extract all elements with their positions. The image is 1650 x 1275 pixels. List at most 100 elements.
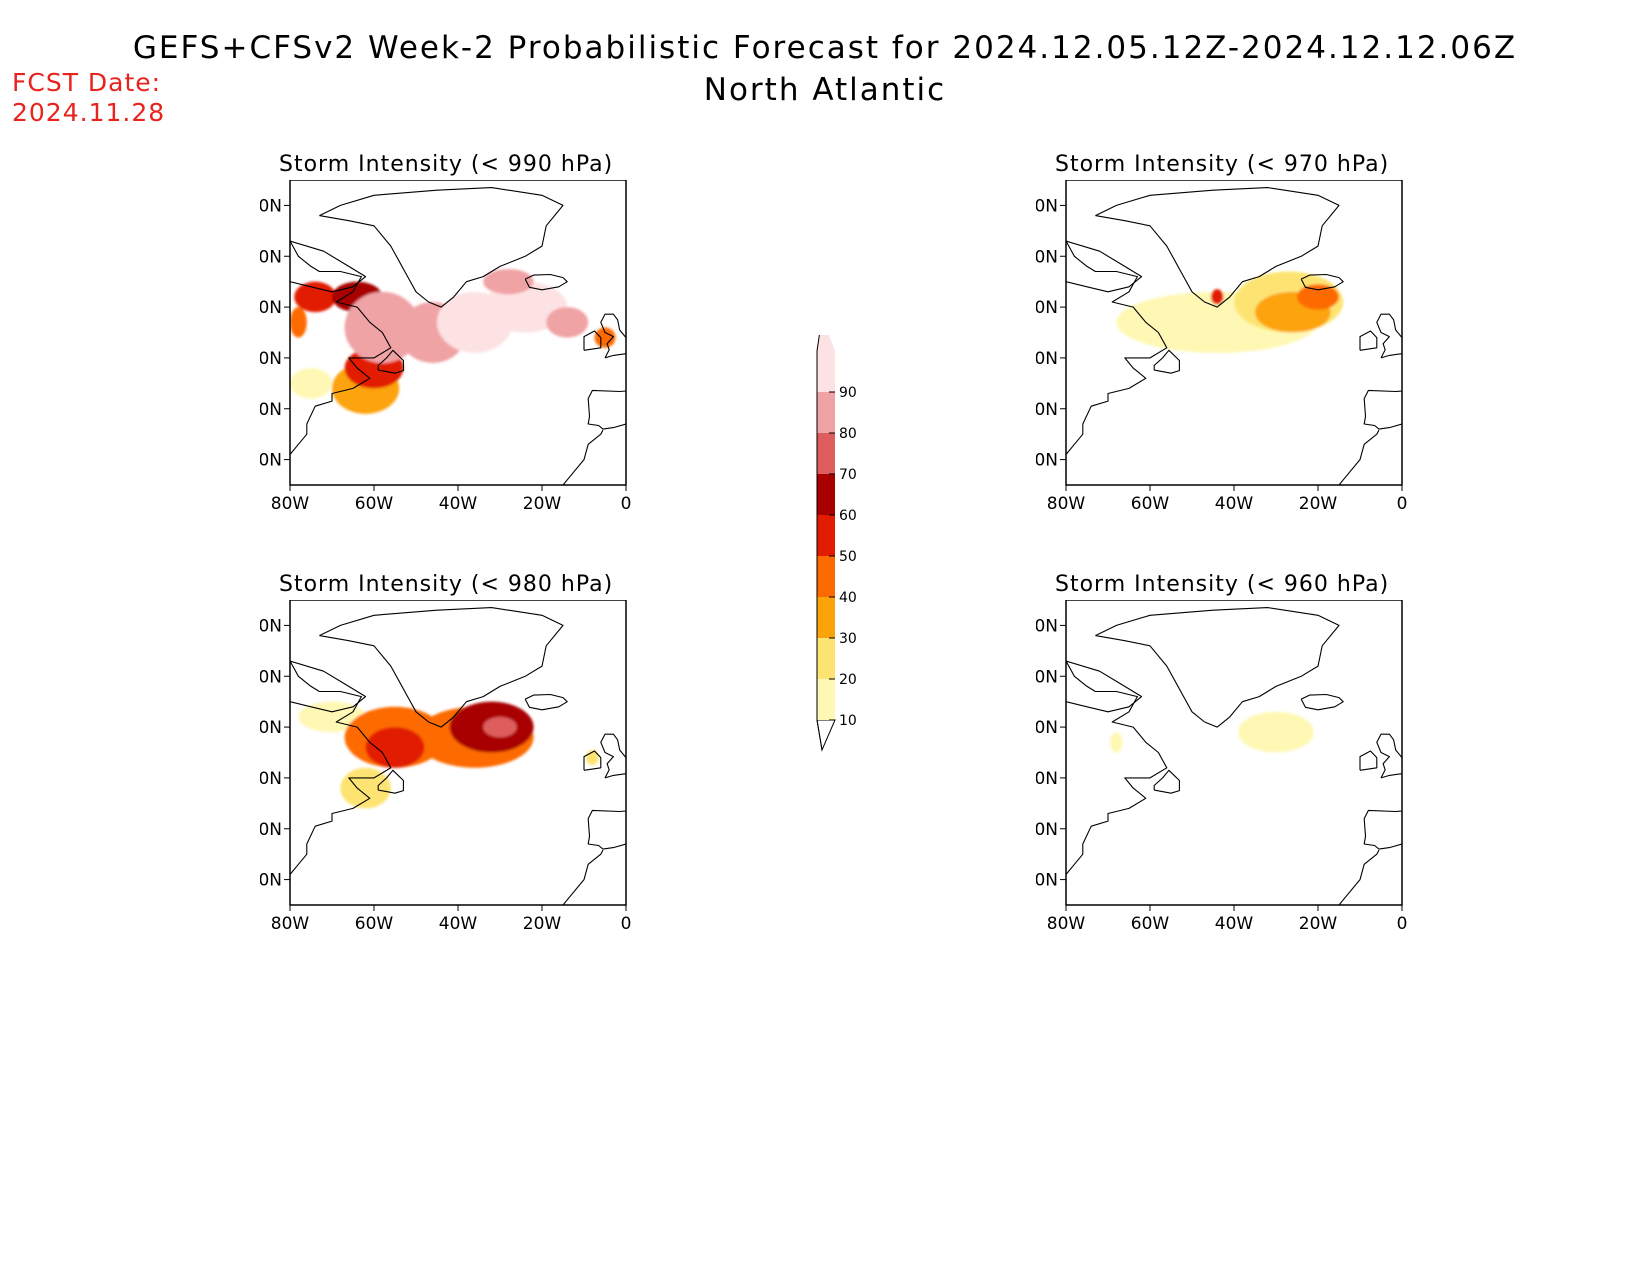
coastline-8 <box>1338 849 1380 905</box>
coastline-1 <box>1300 693 1344 711</box>
probability-area-p990-6 <box>344 291 421 363</box>
panel-title-960: Storm Intensity (< 960 hPa) <box>1055 572 1390 597</box>
lat-tick-label: 70N <box>260 247 282 267</box>
coastline-5 <box>1376 733 1402 779</box>
colorbar-box <box>817 638 835 679</box>
coastline-3 <box>290 240 367 293</box>
figure-title: GEFS+CFSv2 Week-2 Probabilistic Forecast… <box>0 30 1650 108</box>
colorbar-tick-label: 10 <box>839 713 857 729</box>
map-panel-980: 80N 70N 60N 50N 40N 30N 80W 60W 40W 20W 0 <box>260 600 632 934</box>
probability-area-p960-1 <box>1110 732 1123 753</box>
lon-tick-label: 60W <box>1131 494 1170 514</box>
coastline-7 <box>587 389 626 430</box>
coastline-3 <box>290 660 367 713</box>
coastline-7 <box>1363 389 1402 430</box>
lat-tick-label: 50N <box>260 769 282 789</box>
panel-title-990: Storm Intensity (< 990 hPa) <box>279 152 614 177</box>
lat-tick-label: 40N <box>1036 400 1058 420</box>
coastline-5 <box>1376 313 1402 359</box>
coastline-2 <box>290 660 392 875</box>
colorbar-tick-label: 60 <box>839 508 857 524</box>
title-line-1: GEFS+CFSv2 Week-2 Probabilistic Forecast… <box>132 30 1518 66</box>
lat-tick-label: 70N <box>260 667 282 687</box>
lat-tick-label: 50N <box>260 349 282 369</box>
forecast-date-label: FCST Date: <box>12 68 162 97</box>
probability-area-p970-3 <box>1297 284 1339 310</box>
coastline-1 <box>524 693 568 711</box>
lon-tick-label: 60W <box>1131 914 1170 934</box>
coastline-3 <box>1066 240 1143 293</box>
forecast-date-block: FCST Date: 2024.11.28 <box>12 68 165 128</box>
coastline-2 <box>1066 240 1168 455</box>
lat-tick-label: 80N <box>1036 196 1058 216</box>
lat-tick-label: 60N <box>260 298 282 318</box>
probability-colorbar: 10 20 30 40 50 60 70 80 90 <box>816 335 857 752</box>
lon-tick-label: 80W <box>1047 914 1086 934</box>
probability-area-p990-0 <box>290 368 332 399</box>
lon-tick-label: 80W <box>1047 494 1086 514</box>
lat-tick-label: 40N <box>260 400 282 420</box>
panel-title-980: Storm Intensity (< 980 hPa) <box>279 572 614 597</box>
lat-tick-label: 30N <box>1036 451 1058 471</box>
lon-tick-label: 0 <box>621 494 632 514</box>
lon-tick-label: 20W <box>1299 494 1338 514</box>
lon-tick-label: 40W <box>1215 494 1254 514</box>
colorbar-box <box>817 351 835 392</box>
lon-tick-label: 60W <box>355 914 394 934</box>
colorbar-tick-label: 40 <box>839 590 857 606</box>
probability-area-p990-4 <box>290 307 307 338</box>
probability-area-p990-12 <box>594 327 616 348</box>
title-line-2: North Atlantic <box>703 72 947 108</box>
lat-tick-label: 50N <box>1036 349 1058 369</box>
lon-tick-label: 0 <box>621 914 632 934</box>
map-panel-960: 80N 70N 60N 50N 40N 30N 80W 60W 40W 20W 0 <box>1036 600 1408 934</box>
lat-tick-label: 70N <box>1036 247 1058 267</box>
coastline-7 <box>1363 809 1402 850</box>
coastline-4 <box>1153 769 1180 794</box>
lat-tick-label: 60N <box>1036 718 1058 738</box>
colorbar-box <box>817 556 835 597</box>
lat-tick-label: 30N <box>260 871 282 891</box>
coastline-6 <box>583 330 602 351</box>
coastline-1 <box>524 273 568 291</box>
coastline-0 <box>319 607 564 728</box>
colorbar-box <box>817 474 835 515</box>
lat-tick-label: 80N <box>260 196 282 216</box>
colorbar-box <box>817 597 835 638</box>
coastline-0 <box>1095 607 1340 728</box>
lat-tick-label: 30N <box>1036 871 1058 891</box>
lon-tick-label: 20W <box>1299 914 1338 934</box>
coastline-8 <box>562 429 604 485</box>
map-panel-990: 80N 70N 60N 50N 40N 30N 80W 60W 40W 20W 0 <box>260 180 632 514</box>
probability-area-p970-4 <box>1210 289 1224 305</box>
coastline-0 <box>1095 187 1340 308</box>
coastline-3 <box>1066 660 1143 713</box>
coastline-8 <box>562 849 604 905</box>
lon-tick-label: 0 <box>1397 494 1408 514</box>
probability-area-p980-4 <box>365 727 425 768</box>
panel-title-970: Storm Intensity (< 970 hPa) <box>1055 152 1390 177</box>
lon-tick-label: 40W <box>439 494 478 514</box>
coastline-7 <box>587 809 626 850</box>
colorbar-tick-label: 70 <box>839 467 857 483</box>
lat-tick-label: 40N <box>1036 820 1058 840</box>
lat-tick-label: 70N <box>1036 667 1058 687</box>
coastline-2 <box>290 240 392 455</box>
lon-tick-label: 20W <box>523 494 562 514</box>
probability-area-p990-11 <box>546 307 589 338</box>
coastline-8 <box>1338 429 1380 485</box>
probability-area-p990-9 <box>483 281 568 333</box>
probability-area-p990-10 <box>483 268 534 295</box>
lat-tick-label: 40N <box>260 820 282 840</box>
lon-tick-label: 0 <box>1397 914 1408 934</box>
lon-tick-label: 60W <box>355 494 394 514</box>
coastline-4 <box>377 349 404 374</box>
colorbar-box <box>817 515 835 556</box>
lat-tick-label: 80N <box>1036 616 1058 636</box>
coastline-2 <box>1066 660 1168 875</box>
forecast-date-value: 2024.11.28 <box>12 98 166 127</box>
probability-area-p960-0 <box>1238 711 1314 753</box>
lat-tick-label: 60N <box>260 718 282 738</box>
probability-area-p980-1 <box>340 767 391 809</box>
map-panel-970: 80N 70N 60N 50N 40N 30N 80W 60W 40W 20W 0 <box>1036 180 1408 514</box>
